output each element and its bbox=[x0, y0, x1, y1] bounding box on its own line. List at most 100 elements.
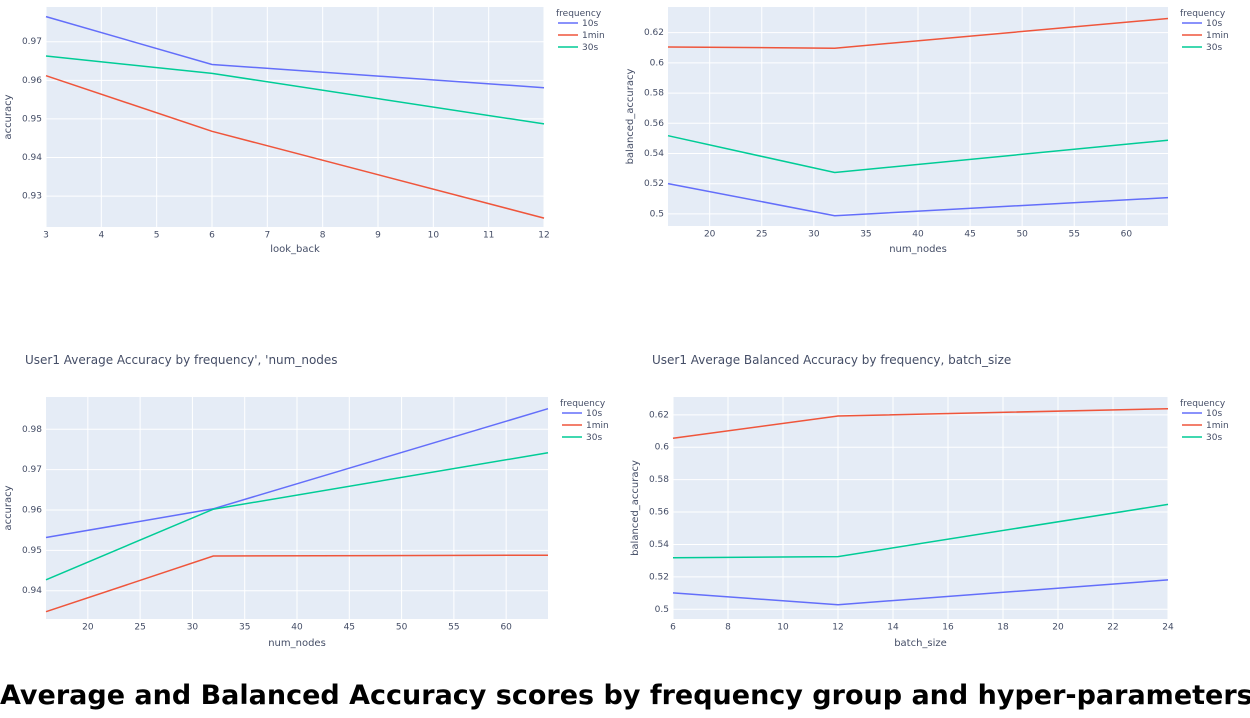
series-line-1min bbox=[45, 554, 549, 613]
y-tick-label: 0.54 bbox=[649, 540, 669, 550]
legend-title: frequency bbox=[1180, 399, 1226, 409]
y-tick-label: 0.96 bbox=[22, 76, 42, 86]
x-tick-label: 45 bbox=[344, 623, 355, 633]
series-line-1min bbox=[672, 407, 1169, 439]
x-axis-title: num_nodes bbox=[268, 638, 326, 649]
x-tick-label: 11 bbox=[483, 231, 494, 241]
x-tick-label: 9 bbox=[375, 231, 381, 241]
x-tick-label: 5 bbox=[154, 231, 160, 241]
x-tick-label: 10 bbox=[428, 231, 440, 241]
y-tick-label: 0.52 bbox=[649, 572, 669, 582]
y-tick-label: 0.98 bbox=[22, 425, 42, 435]
x-tick-label: 20 bbox=[82, 623, 94, 633]
x-tick-label: 24 bbox=[1162, 623, 1174, 633]
legend-label: 10s bbox=[582, 19, 598, 29]
series-line-30s bbox=[667, 134, 1169, 174]
x-tick-label: 30 bbox=[808, 230, 820, 240]
legend-label: 1min bbox=[582, 31, 605, 41]
series-line-30s bbox=[45, 451, 549, 581]
y-tick-label: 0.58 bbox=[644, 89, 664, 99]
legend-label: 30s bbox=[586, 433, 602, 443]
x-tick-label: 20 bbox=[704, 230, 716, 240]
x-tick-label: 40 bbox=[291, 623, 303, 633]
x-tick-label: 45 bbox=[964, 230, 975, 240]
y-tick-label: 0.95 bbox=[22, 114, 42, 124]
x-tick-label: 6 bbox=[670, 623, 676, 633]
y-tick-label: 0.56 bbox=[649, 508, 669, 518]
legend-label: 10s bbox=[1206, 409, 1222, 419]
x-axis-title: num_nodes bbox=[889, 244, 947, 255]
legend-title: frequency bbox=[556, 9, 602, 19]
legend-label: 10s bbox=[586, 409, 602, 419]
chart-title: User1 Average Accuracy by frequency', 'n… bbox=[25, 353, 338, 367]
y-tick-label: 0.6 bbox=[655, 443, 670, 453]
x-tick-label: 10 bbox=[777, 623, 789, 633]
x-tick-label: 30 bbox=[187, 623, 199, 633]
y-axis-title: balanced_accuracy bbox=[630, 460, 641, 556]
chart-panel-4: 6 8 10 12 14 16 18 20 22 24 0.5 0.52 0.54 0.56 0.58 0.6… bbox=[630, 353, 1229, 649]
x-tick-label: 60 bbox=[1121, 230, 1133, 240]
x-tick-label: 25 bbox=[134, 623, 145, 633]
y-tick-label: 0.97 bbox=[22, 465, 42, 475]
figure-caption: Average and Balanced Accuracy scores by … bbox=[0, 680, 1250, 711]
series-line-30s bbox=[45, 55, 545, 125]
y-tick-label: 0.93 bbox=[22, 192, 42, 202]
y-axis-title: accuracy bbox=[3, 485, 14, 530]
series-line-1min bbox=[667, 17, 1169, 49]
legend-label: 1min bbox=[586, 421, 609, 431]
legend-title: frequency bbox=[1180, 9, 1226, 19]
chart-title: User1 Average Balanced Accuracy by frequ… bbox=[652, 353, 1011, 367]
x-tick-label: 50 bbox=[1016, 230, 1028, 240]
series-line-10s bbox=[667, 182, 1169, 217]
x-tick-label: 4 bbox=[98, 231, 104, 241]
legend-label: 30s bbox=[582, 43, 598, 53]
x-tick-label: 12 bbox=[538, 231, 549, 241]
chart-panel-2: 20 25 30 35 40 45 50 55 60 0.5 0.52 0.54 0.56 0.58 0.6… bbox=[625, 7, 1229, 255]
legend-label: 1min bbox=[1206, 31, 1229, 41]
x-tick-label: 50 bbox=[396, 623, 408, 633]
x-tick-label: 3 bbox=[43, 231, 49, 241]
y-tick-label: 0.97 bbox=[22, 37, 42, 47]
x-tick-label: 8 bbox=[725, 623, 731, 633]
y-tick-label: 0.58 bbox=[649, 475, 669, 485]
y-tick-label: 0.56 bbox=[644, 119, 664, 129]
plot-background bbox=[46, 7, 544, 227]
x-tick-label: 35 bbox=[860, 230, 871, 240]
x-tick-label: 60 bbox=[500, 623, 512, 633]
x-tick-label: 14 bbox=[887, 623, 899, 633]
x-tick-label: 40 bbox=[912, 230, 924, 240]
x-axis-title: look_back bbox=[270, 244, 320, 255]
x-axis-title: batch_size bbox=[894, 638, 947, 649]
x-tick-label: 6 bbox=[209, 231, 215, 241]
legend-label: 30s bbox=[1206, 43, 1222, 53]
legend-label: 1min bbox=[1206, 421, 1229, 431]
chart-panel-3: 20 25 30 35 40 45 50 55 60 0.94 0.95 0.96 0.97 0.98 nu… bbox=[3, 353, 609, 649]
series-line-10s bbox=[672, 579, 1169, 606]
y-axis-title: balanced_accuracy bbox=[625, 69, 636, 165]
y-axis-title: accuracy bbox=[3, 94, 14, 139]
y-tick-label: 0.54 bbox=[644, 149, 664, 159]
x-tick-label: 35 bbox=[239, 623, 250, 633]
x-tick-label: 20 bbox=[1052, 623, 1064, 633]
plot-background bbox=[673, 397, 1168, 619]
legend-label: 30s bbox=[1206, 433, 1222, 443]
y-tick-label: 0.5 bbox=[655, 605, 669, 615]
y-tick-label: 0.94 bbox=[22, 153, 42, 163]
x-tick-label: 12 bbox=[832, 623, 843, 633]
x-tick-label: 16 bbox=[942, 623, 954, 633]
chart-panel-1: 3 4 5 6 7 8 9 10 11 12 0.93 0.94 0.95 0.96 0.97 look_ba… bbox=[3, 7, 605, 255]
x-tick-label: 7 bbox=[264, 231, 270, 241]
x-tick-label: 8 bbox=[320, 231, 326, 241]
y-tick-label: 0.62 bbox=[644, 28, 664, 38]
y-tick-label: 0.96 bbox=[22, 506, 42, 516]
y-tick-label: 0.6 bbox=[650, 58, 665, 68]
x-tick-label: 55 bbox=[448, 623, 459, 633]
series-line-1min bbox=[45, 74, 545, 219]
y-tick-label: 0.94 bbox=[22, 586, 42, 596]
series-line-30s bbox=[672, 503, 1169, 559]
